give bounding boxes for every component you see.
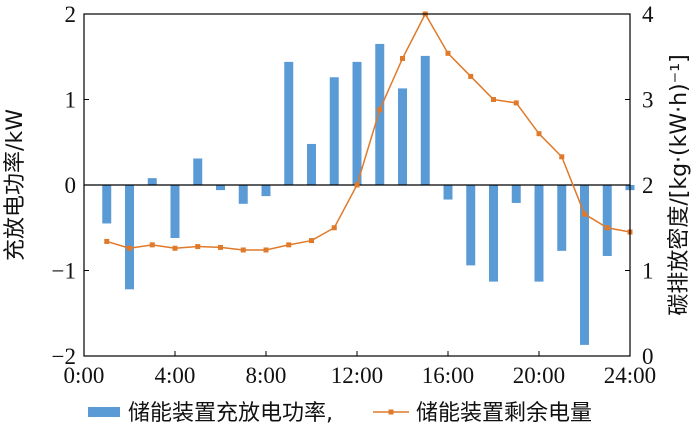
x-tick-label: 12:00 bbox=[331, 363, 383, 388]
bar-17 bbox=[466, 185, 476, 266]
axes: 0:00 4:00 8:00 12:00 16:00 20:00 24:00 −2 −1 0 1 2 0… bbox=[52, 2, 657, 388]
bar-5 bbox=[193, 158, 203, 185]
x-tick-label: 20:00 bbox=[513, 363, 565, 388]
plot-area bbox=[84, 11, 635, 345]
legend-bar-swatch bbox=[88, 407, 120, 417]
x-tick-label: 4:00 bbox=[155, 363, 196, 388]
y-axis-label: 充放电功率/kW bbox=[3, 109, 28, 261]
legend-line-marker bbox=[388, 409, 394, 415]
bar-4 bbox=[170, 185, 180, 239]
y-tick-label: 2 bbox=[65, 2, 77, 27]
soc-point-22 bbox=[582, 211, 587, 217]
bar-22 bbox=[580, 185, 589, 345]
bar-10 bbox=[307, 143, 316, 185]
x-tick-label: 8:00 bbox=[246, 363, 287, 388]
legend: 储能装置充放电功率, 储能装置剩余电量 bbox=[88, 401, 592, 426]
bar-20 bbox=[534, 185, 544, 282]
bar-12 bbox=[352, 61, 362, 185]
soc-point-21 bbox=[559, 154, 565, 160]
y2-tick-label: 3 bbox=[642, 88, 654, 113]
x-tick-label: 24:00 bbox=[604, 363, 656, 388]
soc-point-7 bbox=[240, 247, 246, 253]
bar-7 bbox=[238, 185, 248, 204]
soc-point-2 bbox=[127, 245, 132, 251]
bar-3 bbox=[147, 178, 157, 185]
soc-point-20 bbox=[536, 131, 542, 137]
bar-8 bbox=[261, 185, 271, 197]
soc-point-4 bbox=[172, 245, 178, 251]
soc-point-9 bbox=[286, 242, 292, 248]
y2-tick-label: 0 bbox=[642, 344, 654, 369]
y-tick-label: 0 bbox=[65, 173, 77, 198]
bar-1 bbox=[102, 185, 112, 224]
soc-point-14 bbox=[400, 55, 405, 61]
bar-9 bbox=[284, 61, 294, 185]
bar-14 bbox=[398, 88, 407, 185]
soc-point-19 bbox=[513, 100, 519, 106]
y-tick-label: −1 bbox=[52, 259, 76, 284]
y-tick-label: 1 bbox=[65, 88, 77, 113]
legend-line-label: 储能装置剩余电量 bbox=[416, 401, 592, 426]
legend-bar-label: 储能装置充放电功率, bbox=[128, 401, 333, 426]
soc-point-3 bbox=[149, 242, 155, 248]
bar-13 bbox=[375, 43, 385, 185]
soc-point-10 bbox=[309, 238, 314, 244]
soc-point-6 bbox=[218, 244, 223, 250]
soc-point-23 bbox=[604, 225, 610, 231]
soc-point-16 bbox=[445, 50, 451, 56]
bar-23 bbox=[602, 185, 612, 256]
soc-point-18 bbox=[491, 97, 496, 102]
bar-21 bbox=[557, 185, 567, 251]
bar-18 bbox=[489, 185, 498, 282]
bar-6 bbox=[216, 185, 225, 191]
bar-15 bbox=[420, 55, 430, 185]
y-tick-label: −2 bbox=[52, 344, 76, 369]
bar-11 bbox=[329, 77, 339, 185]
soc-point-17 bbox=[468, 73, 474, 79]
soc-point-13 bbox=[377, 107, 383, 113]
y2-axis-label: 碳排放密度/[kg·(kW·h)⁻¹] bbox=[667, 54, 692, 315]
x-tick-label: 0:00 bbox=[64, 363, 105, 388]
soc-point-11 bbox=[331, 225, 337, 231]
bar-16 bbox=[443, 185, 453, 200]
bar-19 bbox=[511, 185, 521, 203]
bar-2 bbox=[125, 185, 134, 290]
soc-point-5 bbox=[195, 244, 201, 250]
soc-line bbox=[106, 12, 631, 251]
x-tick-label: 16:00 bbox=[422, 363, 474, 388]
soc-point-1 bbox=[104, 238, 110, 244]
soc-point-12 bbox=[354, 182, 360, 188]
y2-tick-label: 2 bbox=[642, 173, 654, 198]
y2-tick-label: 4 bbox=[642, 2, 654, 27]
y2-tick-label: 1 bbox=[642, 259, 654, 284]
soc-point-8 bbox=[263, 247, 269, 253]
